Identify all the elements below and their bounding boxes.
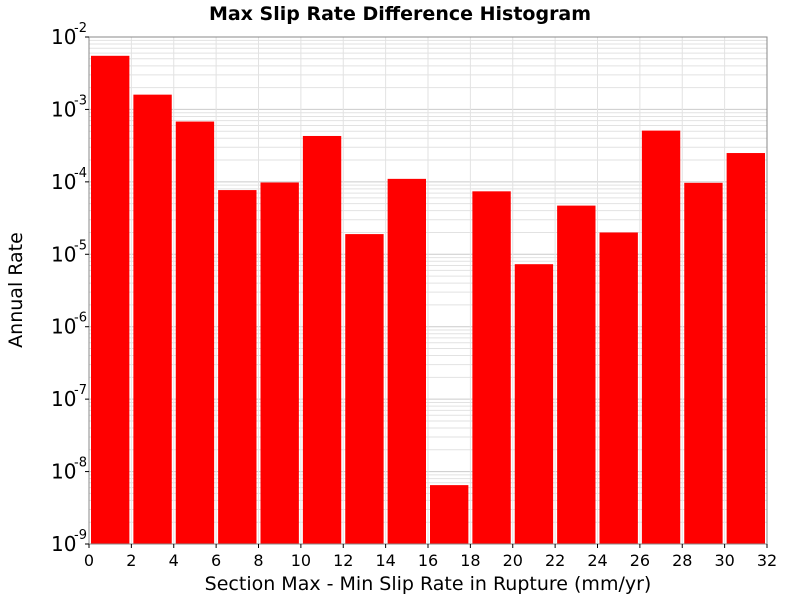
x-tick-label: 0 [84, 551, 94, 570]
y-tick-exponent: -7 [74, 383, 87, 398]
y-tick-exponent: -4 [74, 166, 87, 181]
y-axis-label: Annual Rate [5, 232, 27, 348]
x-tick-label: 6 [211, 551, 221, 570]
bar-6 [302, 135, 342, 544]
y-tick-label: 10-8 [51, 456, 87, 484]
y-tick-exponent: -2 [74, 21, 87, 36]
bar-3 [175, 121, 215, 544]
x-tick-label: 20 [503, 551, 523, 570]
x-tick-label: 18 [460, 551, 480, 570]
y-tick-base: 10 [51, 532, 76, 556]
bar-4 [218, 190, 257, 544]
x-tick-label: 26 [630, 551, 650, 570]
y-tick-label: 10-4 [51, 166, 87, 194]
y-tick-exponent: -8 [74, 456, 87, 471]
x-tick-label: 22 [545, 551, 565, 570]
bar-7 [345, 234, 384, 544]
y-tick-base: 10 [51, 97, 76, 121]
y-tick-base: 10 [51, 315, 76, 339]
bar-8 [387, 178, 426, 544]
y-tick-exponent: -9 [74, 528, 87, 543]
y-tick-label: 10-2 [51, 21, 87, 49]
bar-1 [91, 55, 130, 544]
y-axis: 10-910-810-710-610-510-410-310-2 [51, 21, 89, 556]
x-tick-label: 2 [126, 551, 136, 570]
bar-16 [726, 153, 765, 544]
bar-14 [641, 130, 681, 545]
chart-title: Max Slip Rate Difference Histogram [209, 3, 591, 25]
y-tick-label: 10-7 [51, 383, 87, 411]
x-tick-label: 10 [291, 551, 311, 570]
y-tick-label: 10-9 [51, 528, 87, 556]
y-tick-label: 10-6 [51, 311, 87, 339]
x-tick-label: 12 [333, 551, 353, 570]
y-tick-base: 10 [51, 170, 76, 194]
y-tick-base: 10 [51, 460, 76, 484]
bar-11 [514, 264, 554, 544]
bar-9 [430, 485, 469, 544]
bars-layer [91, 55, 765, 545]
x-axis: 0 2 4 6 8 10 12 14 16 18 20 22 24 26 28 30 32 [84, 544, 777, 570]
bar-2 [133, 94, 172, 544]
x-tick-label: 28 [672, 551, 692, 570]
y-tick-base: 10 [51, 242, 76, 266]
bar-12 [557, 205, 596, 544]
x-tick-label: 30 [714, 551, 734, 570]
x-tick-label: 8 [253, 551, 263, 570]
x-tick-label: 14 [375, 551, 395, 570]
bar-13 [599, 232, 638, 544]
y-tick-exponent: -5 [74, 238, 87, 253]
bar-15 [684, 182, 723, 544]
y-tick-exponent: -3 [74, 93, 87, 108]
y-tick-label: 10-3 [51, 93, 87, 121]
x-tick-label: 16 [418, 551, 438, 570]
bar-10 [472, 191, 511, 545]
y-tick-base: 10 [51, 25, 76, 49]
bar-5 [260, 182, 299, 545]
x-tick-label: 24 [587, 551, 607, 570]
x-tick-label: 4 [169, 551, 179, 570]
y-tick-base: 10 [51, 387, 76, 411]
y-tick-label: 10-5 [51, 238, 87, 266]
x-axis-label: Section Max - Min Slip Rate in Rupture (… [205, 573, 652, 595]
x-tick-label: 32 [757, 551, 777, 570]
y-tick-exponent: -6 [74, 311, 87, 326]
